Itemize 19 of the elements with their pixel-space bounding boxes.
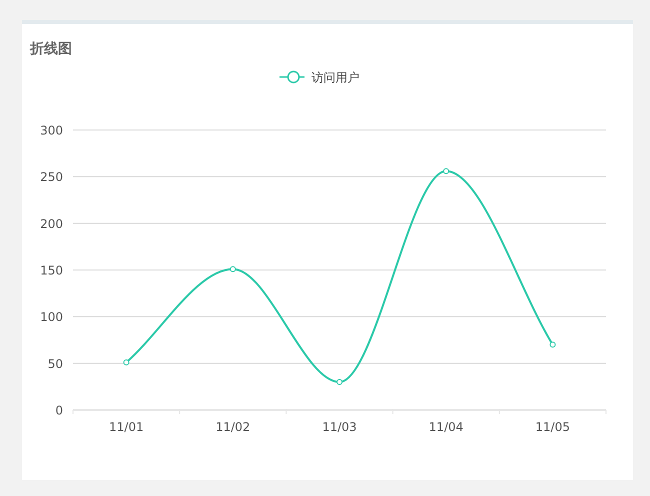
x-tick-label: 11/02 — [216, 420, 250, 434]
point — [550, 342, 556, 348]
legend-label: 访问用户 — [312, 70, 360, 84]
point — [336, 379, 342, 385]
x-tick-label: 11/04 — [428, 420, 464, 434]
y-tick-label: 300 — [40, 124, 63, 138]
y-tick-label: 250 — [40, 170, 63, 184]
y-tick-label: 150 — [40, 264, 63, 278]
y-tick-label: 200 — [40, 216, 63, 231]
chart-title: 折线图 — [29, 41, 72, 57]
y-tick-label: 0 — [55, 404, 63, 418]
point — [123, 359, 130, 366]
y-tick-label: 100 — [40, 310, 63, 324]
x-tick-label: 11/01 — [109, 420, 144, 434]
x-tick-label: 11/05 — [535, 420, 570, 434]
x-tick-label: 11/03 — [322, 420, 357, 434]
point — [443, 168, 450, 174]
y-tick-label: 50 — [48, 356, 63, 371]
point — [230, 266, 236, 272]
